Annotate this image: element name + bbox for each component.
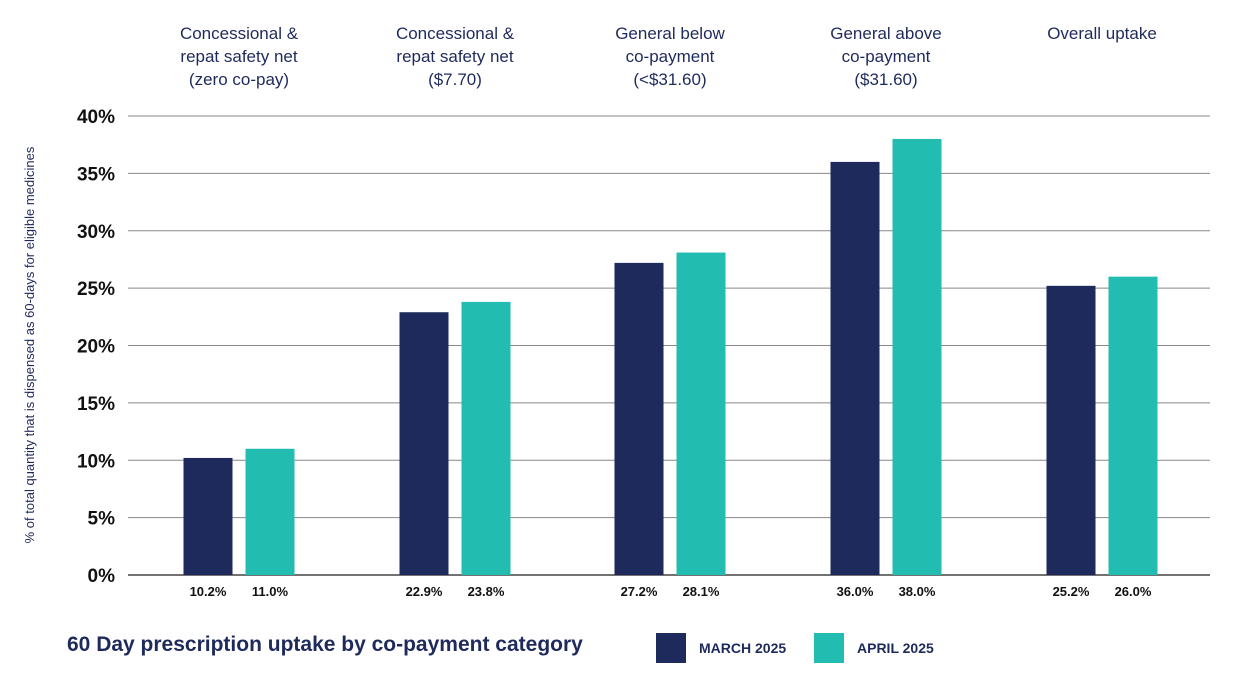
data-label: 38.0% [899, 584, 936, 599]
category-label-line: General below [615, 24, 725, 43]
bar [892, 138, 942, 575]
category-label-line: repat safety net [396, 47, 513, 66]
y-axis-ticks: 0% 5% 10% 15% 20% 25% 30% 35% 40% [77, 107, 115, 587]
y-tick-label: 15% [77, 394, 115, 415]
legend-item-march: MARCH 2025 [656, 633, 786, 663]
category-label-line: Concessional & [396, 24, 515, 43]
category-label-line: ($31.60) [854, 70, 917, 89]
gridlines [128, 115, 1210, 576]
category-label-line: repat safety net [180, 47, 297, 66]
legend-item-april: APRIL 2025 [814, 633, 934, 663]
bar [830, 161, 880, 575]
y-tick-label: 30% [77, 222, 115, 243]
category-label-line: co-payment [842, 47, 931, 66]
legend-label-march: MARCH 2025 [699, 640, 787, 656]
data-label: 11.0% [252, 584, 289, 599]
y-tick-label: 20% [77, 337, 115, 358]
y-tick-label: 40% [77, 107, 115, 128]
bar [461, 301, 511, 575]
data-label: 25.2% [1053, 584, 1090, 599]
data-label: 28.1% [683, 584, 720, 599]
y-tick-label: 5% [88, 509, 116, 530]
bar [614, 262, 664, 575]
bar [245, 448, 295, 575]
category-label: Concessional & repat safety net ($7.70) [396, 24, 515, 89]
legend-swatch-march [656, 633, 686, 663]
legend-label-april: APRIL 2025 [857, 640, 934, 656]
y-tick-label: 0% [88, 566, 116, 587]
bar [1108, 276, 1158, 575]
data-label: 27.2% [621, 584, 658, 599]
category-label-line: General above [830, 24, 942, 43]
data-label: 23.8% [468, 584, 505, 599]
category-label-line: (zero co-pay) [189, 70, 289, 89]
category-label-line: (<$31.60) [633, 70, 706, 89]
bars [183, 138, 1158, 576]
category-label: General below co-payment (<$31.60) [615, 24, 725, 89]
y-tick-label: 10% [77, 451, 115, 472]
bar [399, 312, 449, 575]
data-label: 36.0% [837, 584, 874, 599]
bar [676, 252, 726, 576]
data-label: 26.0% [1115, 584, 1152, 599]
bar [1046, 285, 1096, 575]
data-label: 22.9% [406, 584, 443, 599]
category-label: Concessional & repat safety net (zero co-p… [180, 24, 299, 89]
category-label: Overall uptake [1047, 24, 1157, 43]
data-label: 10.2% [190, 584, 227, 599]
legend-swatch-april [814, 633, 844, 663]
category-label-line: Concessional & [180, 24, 299, 43]
category-label-line: ($7.70) [428, 70, 482, 89]
bar [183, 457, 233, 575]
category-label: General above co-payment ($31.60) [830, 24, 942, 89]
category-label-line: co-payment [626, 47, 715, 66]
category-label-line: Overall uptake [1047, 24, 1157, 43]
category-labels: Concessional & repat safety net (zero co-p… [180, 24, 1157, 89]
data-labels: 10.2% 11.0% 22.9% 23.8% 27.2% 28.1% 36.0% 38.0%… [190, 584, 1152, 599]
y-tick-label: 35% [77, 164, 115, 185]
chart-title: 60 Day prescription uptake by co-payment… [67, 633, 583, 656]
y-tick-label: 25% [77, 279, 115, 300]
bar-chart: 0% 5% 10% 15% 20% 25% 30% 35% 40% % of total qua… [22, 24, 1210, 599]
y-axis-label: % of total quantity that is dispensed as… [22, 146, 37, 543]
